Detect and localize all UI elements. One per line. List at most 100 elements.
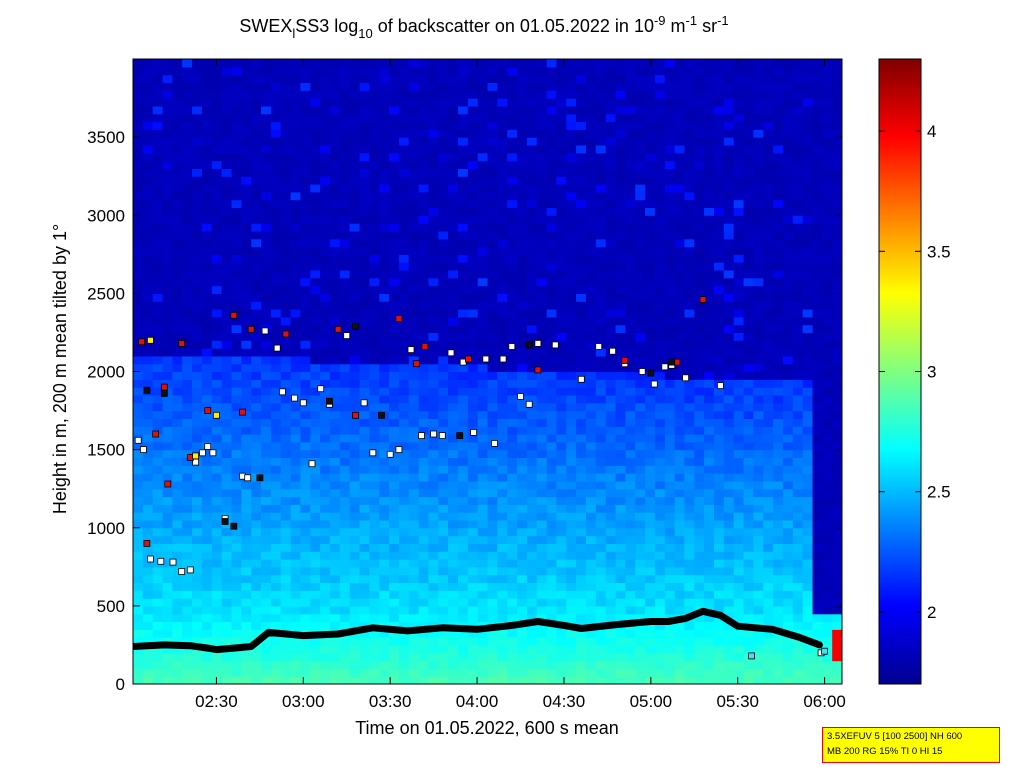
heatmap-cell [664, 348, 676, 357]
heatmap-cell [172, 152, 183, 162]
heatmap-cell [172, 309, 183, 318]
heatmap-cell [241, 285, 252, 294]
heatmap-cell [723, 332, 735, 341]
heatmap-cell [172, 457, 183, 466]
heatmap-cell [536, 238, 548, 248]
heatmap-cell [408, 613, 420, 623]
heatmap-cell [389, 332, 400, 341]
heatmap-cell [231, 394, 242, 404]
heatmap-cell [221, 59, 232, 68]
heatmap-cell [517, 269, 528, 279]
heatmap-cell [182, 519, 193, 529]
heatmap-cell [556, 74, 567, 83]
heatmap-cell [674, 559, 685, 568]
heatmap-cell [497, 90, 508, 99]
heatmap-cell [310, 152, 321, 162]
heatmap-cell [477, 582, 489, 591]
heatmap-cell [704, 160, 715, 169]
heatmap-cell [152, 668, 164, 677]
heatmap-cell [231, 90, 242, 99]
heatmap-cell [428, 129, 439, 138]
heatmap-cell [231, 176, 242, 185]
heatmap-cell [172, 215, 183, 224]
heatmap-cell [694, 184, 705, 193]
heatmap-cell [625, 465, 636, 474]
heatmap-cell [497, 449, 508, 458]
heatmap-cell [674, 269, 685, 279]
heatmap-cell [654, 574, 666, 583]
heatmap-cell [142, 82, 154, 91]
heatmap-cell [231, 559, 242, 568]
heatmap-cell [211, 254, 223, 263]
heatmap-cell [369, 113, 380, 123]
heatmap-cell [152, 144, 164, 154]
heatmap-cell [458, 582, 469, 591]
heatmap-cell [576, 566, 587, 576]
heatmap-cell [694, 316, 705, 326]
heatmap-cell [684, 668, 695, 677]
heatmap-cell [182, 66, 193, 76]
heatmap-cell [133, 512, 144, 521]
heatmap-cell [625, 160, 636, 169]
heatmap-cell [526, 74, 538, 83]
heatmap-cell [192, 394, 203, 404]
heatmap-cell [497, 371, 508, 380]
heatmap-cell [714, 644, 725, 654]
heatmap-cell [379, 426, 390, 435]
heatmap-cell [615, 527, 626, 537]
heatmap-cell [497, 129, 508, 138]
heatmap-cell [172, 246, 183, 255]
heatmap-cell [517, 668, 528, 677]
heatmap-cell [221, 223, 232, 232]
heatmap-cell [487, 434, 498, 443]
heatmap-cell [408, 473, 420, 482]
heatmap-cell [251, 59, 262, 68]
heatmap-cell [398, 230, 410, 240]
heatmap-cell [280, 574, 292, 583]
heatmap-cell [201, 121, 213, 130]
heatmap-cell [674, 371, 685, 380]
heatmap-cell [605, 559, 617, 568]
heatmap-cell [467, 98, 479, 107]
heatmap-cell [605, 223, 617, 232]
heatmap-cell [201, 191, 213, 201]
heatmap-cell [477, 105, 489, 115]
heatmap-cell [408, 519, 420, 529]
heatmap-cell [438, 566, 449, 576]
heatmap-cell [704, 168, 715, 177]
heatmap-cell [389, 90, 400, 99]
heatmap-cell [684, 293, 695, 302]
heatmap-cell [467, 254, 479, 263]
heatmap-cell [359, 418, 370, 427]
heatmap-cell [152, 496, 164, 505]
heatmap-cell [694, 152, 705, 162]
heatmap-cell [339, 449, 351, 458]
heatmap-cell [152, 332, 164, 341]
heatmap-cell [497, 309, 508, 318]
heatmap-cell [586, 137, 597, 146]
heatmap-cell [536, 176, 548, 185]
heatmap-cell [241, 176, 252, 185]
heatmap-cell [497, 426, 508, 435]
heatmap-cell [182, 449, 193, 458]
heatmap-cell [654, 637, 666, 646]
heatmap-cell [595, 527, 607, 537]
heatmap-cell [369, 191, 380, 201]
heatmap-cell [733, 652, 745, 662]
heatmap-cell [654, 371, 666, 380]
heatmap-cell [241, 551, 252, 560]
heatmap-cell [625, 98, 636, 107]
heatmap-cell [714, 137, 725, 146]
heatmap-cell [497, 74, 508, 83]
heatmap-cell [635, 535, 646, 544]
heatmap-cell [625, 582, 636, 591]
heatmap-cell [389, 644, 400, 654]
heatmap-cell [428, 160, 439, 169]
heatmap-cell [152, 230, 164, 240]
heatmap-cell [241, 652, 252, 662]
heatmap-cell [615, 426, 626, 435]
heatmap-cell [497, 527, 508, 537]
heatmap-cell [300, 543, 311, 552]
heatmap-cell [497, 496, 508, 505]
heatmap-cell [566, 160, 577, 169]
